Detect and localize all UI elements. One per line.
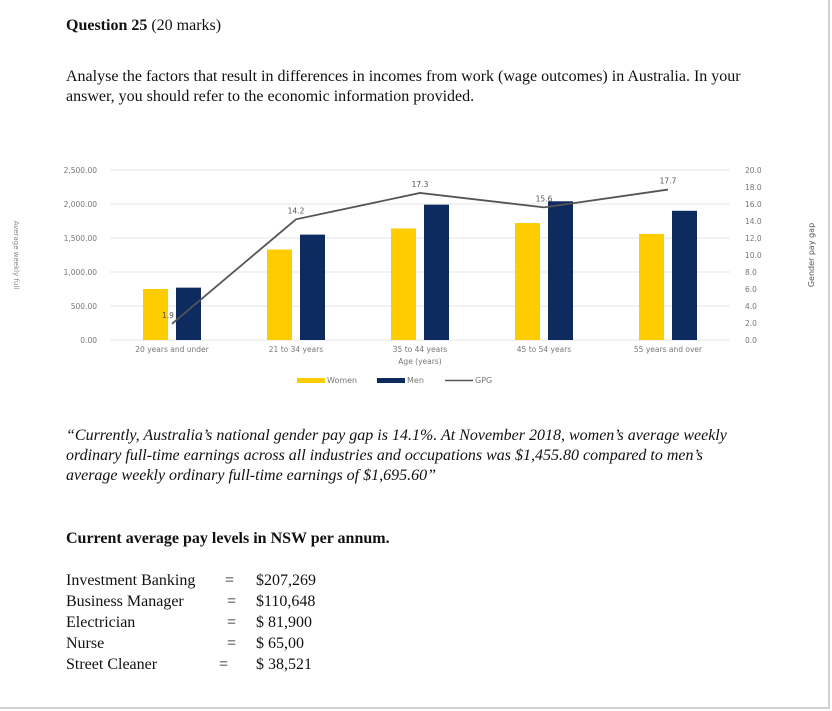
y2-tick-label: 10.0 bbox=[745, 251, 762, 260]
y-axis-title: Average weekly full bbox=[12, 221, 20, 290]
pay-row-electrician: Electrician = $ 81,900 bbox=[66, 614, 366, 635]
y2-tick-label: 20.0 bbox=[745, 166, 762, 175]
bar-women bbox=[515, 223, 540, 340]
gpg-data-label: 1.9 bbox=[162, 311, 174, 320]
x-category-label: 45 to 54 years bbox=[517, 345, 572, 354]
bar-women bbox=[143, 289, 168, 340]
equals-sign: = bbox=[219, 656, 229, 673]
pay-levels-heading: Current average pay levels in NSW per an… bbox=[66, 530, 390, 547]
occupation-label: Investment Banking bbox=[66, 572, 196, 589]
bar-women bbox=[391, 228, 416, 340]
occupation-label: Business Manager bbox=[66, 593, 184, 610]
bar-women bbox=[267, 249, 292, 340]
gpg-data-label: 17.3 bbox=[412, 180, 429, 189]
occupation-label: Nurse bbox=[66, 635, 105, 652]
bar-men bbox=[548, 201, 573, 340]
gender-pay-gap-chart: 0.00 500.00 1,000.00 1,500.00 2,000.00 2,500.… bbox=[12, 166, 816, 385]
gpg-line bbox=[171, 188, 669, 325]
y2-tick-label: 4.0 bbox=[745, 302, 757, 311]
y2-tick-label: 6.0 bbox=[745, 285, 757, 294]
pay-row-business-manager: Business Manager = $110,648 bbox=[66, 593, 366, 614]
question-number: Question 25 bbox=[66, 17, 148, 34]
y2-tick-label: 14.0 bbox=[745, 217, 762, 226]
y2-axis-title: Gender pay gap bbox=[807, 223, 816, 287]
pay-row-nurse: Nurse = $ 65,00 bbox=[66, 635, 366, 656]
pay-row-street-cleaner: Street Cleaner = $ 38,521 bbox=[66, 656, 366, 677]
y-tick-label: 2,000.00 bbox=[64, 200, 98, 209]
bar-men bbox=[300, 234, 325, 340]
y-tick-label: 2,500.00 bbox=[64, 166, 98, 175]
pay-amount: $ 38,521 bbox=[256, 656, 312, 673]
pay-amount: $207,269 bbox=[256, 572, 316, 589]
pay-amount: $ 81,900 bbox=[256, 614, 312, 631]
x-category-label: 20 years and under bbox=[135, 345, 209, 354]
gpg-data-label: 14.2 bbox=[288, 206, 305, 215]
pay-amount: $110,648 bbox=[256, 593, 316, 610]
y2-tick-label: 18.0 bbox=[745, 183, 762, 192]
equals-sign: = bbox=[227, 635, 237, 652]
bar-women bbox=[639, 233, 664, 340]
x-axis-title: Age (years) bbox=[398, 357, 441, 366]
y2-tick-label: 2.0 bbox=[745, 319, 757, 328]
question-marks: (20 marks) bbox=[151, 17, 222, 34]
gpg-data-label: 17.7 bbox=[660, 177, 677, 186]
legend-label-women: Women bbox=[327, 376, 357, 385]
pay-amount: $ 65,00 bbox=[256, 635, 304, 652]
pay-levels-list: Investment Banking = $207,269 Business M… bbox=[66, 572, 366, 677]
x-category-label: 21 to 34 years bbox=[269, 345, 324, 354]
legend-swatch-women bbox=[297, 378, 325, 383]
bar-men bbox=[672, 210, 697, 340]
equals-sign: = bbox=[227, 614, 237, 631]
y2-tick-label: 8.0 bbox=[745, 268, 757, 277]
y-tick-label: 500.00 bbox=[71, 302, 97, 311]
y-tick-label: 1,500.00 bbox=[64, 234, 98, 243]
gender-pay-gap-quote: “Currently, Australia’s national gender … bbox=[66, 427, 727, 484]
question-instruction: Analyse the factors that result in diffe… bbox=[66, 68, 741, 105]
equals-sign: = bbox=[227, 593, 237, 610]
legend-label-gpg: GPG bbox=[475, 376, 492, 385]
x-category-label: 35 to 44 years bbox=[393, 345, 448, 354]
bar-men bbox=[176, 287, 201, 340]
occupation-label: Electrician bbox=[66, 614, 136, 631]
y-tick-label: 0.00 bbox=[80, 336, 97, 345]
y-tick-label: 1,000.00 bbox=[64, 268, 98, 277]
bar-men bbox=[424, 204, 449, 340]
pay-row-investment-banking: Investment Banking = $207,269 bbox=[66, 572, 366, 593]
y2-tick-label: 0.0 bbox=[745, 336, 757, 345]
legend-swatch-men bbox=[377, 378, 405, 383]
occupation-label: Street Cleaner bbox=[66, 656, 158, 673]
x-category-label: 55 years and over bbox=[634, 345, 703, 354]
question-title: Question 25 (20 marks) bbox=[66, 17, 221, 35]
equals-sign: = bbox=[225, 572, 235, 589]
y2-tick-label: 16.0 bbox=[745, 200, 762, 209]
legend-label-men: Men bbox=[407, 376, 424, 385]
y2-tick-label: 12.0 bbox=[745, 234, 762, 243]
gpg-data-label: 15.6 bbox=[536, 194, 553, 203]
